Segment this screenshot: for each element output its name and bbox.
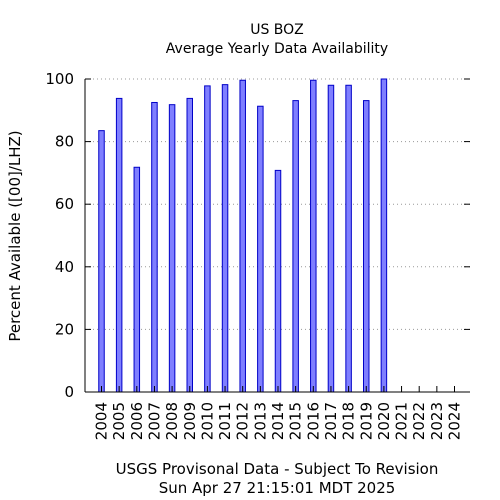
x-tick-label: 2006 [128, 402, 146, 440]
bar-2008 [168, 104, 176, 393]
x-tick-label: 2013 [251, 402, 269, 440]
footer-disclaimer: USGS Provisonal Data - Subject To Revisi… [116, 460, 439, 478]
y-tick-label: 60 [55, 195, 74, 213]
bars [98, 78, 388, 393]
bar-2015 [292, 100, 299, 393]
x-tick-label: 2008 [163, 402, 181, 440]
footer-timestamp: Sun Apr 27 21:15:01 MDT 2025 [159, 479, 396, 497]
y-tick-label: 40 [55, 258, 74, 276]
y-tick-label: 20 [55, 320, 74, 338]
bar-2004 [98, 130, 105, 393]
bar-2007 [151, 101, 158, 393]
x-tick-label: 2012 [234, 402, 252, 440]
x-tick-label: 2011 [216, 402, 234, 440]
x-tick-label: 2019 [357, 402, 375, 440]
x-tick-label: 2020 [375, 402, 393, 440]
x-tick-label: 2021 [393, 402, 411, 440]
chart-subtitle: Average Yearly Data Availability [166, 41, 388, 57]
x-tick-label: 2009 [181, 402, 199, 440]
bar-2011 [221, 84, 229, 393]
bar-2016 [310, 79, 317, 393]
x-tick-label: 2017 [322, 402, 340, 440]
bar-2013 [257, 105, 264, 393]
bar-2009 [186, 97, 193, 393]
y-tick-label: 0 [64, 383, 74, 401]
bar-2010 [204, 85, 211, 393]
x-tick-label: 2022 [410, 402, 428, 440]
x-tick-label: 2014 [269, 402, 287, 440]
x-tick-label: 2010 [198, 402, 216, 440]
bar-2018 [345, 84, 352, 393]
x-tick-label: 2007 [145, 402, 163, 440]
x-tick-label: 2024 [446, 402, 464, 440]
x-tick-label: 2015 [287, 402, 305, 440]
x-ticks: 2004 2005 2006 2007 2008 2009 2010 2011 2012 2013… [93, 386, 464, 440]
bar-2005 [115, 97, 123, 393]
y-tick-label: 80 [55, 133, 74, 151]
x-tick-label: 2016 [304, 402, 322, 440]
x-tick-label: 2018 [340, 402, 358, 440]
y-ticks: 0 20 40 60 80 100 [45, 70, 470, 401]
bar-2017 [327, 84, 335, 393]
bar-2020 [380, 78, 388, 393]
y-axis-label: Percent Available ([00]/LHZ) [6, 130, 24, 341]
bar-2012 [239, 79, 246, 393]
chart-title: US BOZ [250, 22, 304, 38]
bar-2006 [133, 166, 141, 393]
x-tick-label: 2023 [428, 402, 446, 440]
y-tick-label: 100 [45, 70, 74, 88]
bar-2019 [363, 100, 370, 393]
bar-2014 [274, 169, 282, 393]
x-tick-label: 2004 [93, 402, 111, 440]
x-tick-label: 2005 [110, 402, 128, 440]
